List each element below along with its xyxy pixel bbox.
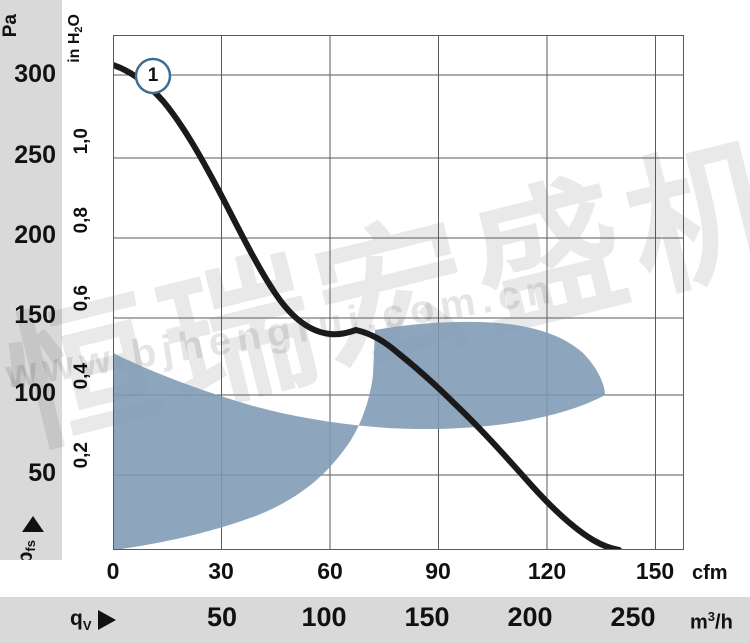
marker-1 bbox=[134, 57, 172, 95]
inh2o-tick-1-0: 1,0 bbox=[71, 128, 92, 155]
cfm-tick-60: 60 bbox=[317, 558, 343, 584]
pfs-sub: fs bbox=[23, 540, 39, 552]
pa-tick-250: 250 bbox=[14, 141, 56, 169]
pa-tick-200: 200 bbox=[14, 221, 56, 249]
inh2o-tick-0-8: 0,8 bbox=[71, 207, 92, 234]
pressure-axis-arrow-icon bbox=[22, 516, 44, 532]
fan-curve-1 bbox=[113, 62, 622, 550]
pa-tick-50: 50 bbox=[28, 459, 56, 487]
inh2o-tick-0-4: 0,4 bbox=[71, 363, 92, 390]
inh2o-unit-base: in H bbox=[66, 32, 83, 63]
cfm-tick-150: 150 bbox=[635, 558, 675, 584]
m3h-unit-tail: /h bbox=[715, 611, 733, 634]
inh2o-tick-0-2: 0,2 bbox=[71, 442, 92, 469]
cfm-unit-label: cfm bbox=[692, 562, 728, 584]
cfm-tick-120: 120 bbox=[527, 558, 567, 584]
pa-tick-100: 100 bbox=[14, 379, 56, 407]
cfm-tick-0: 0 bbox=[106, 558, 120, 584]
m3h-tick-200: 200 bbox=[507, 602, 553, 632]
marker-1-label: 1 bbox=[147, 65, 159, 86]
inh2o-unit-sub: 2 bbox=[73, 26, 86, 33]
cfm-tick-30: 30 bbox=[208, 558, 234, 584]
chart-svg bbox=[113, 35, 684, 550]
pa-tick-150: 150 bbox=[14, 301, 56, 329]
plot-area: 恒瑞宏盛机电 www.bjhengrui.com.cn bbox=[0, 35, 750, 550]
pa-unit-label: Pa bbox=[0, 14, 21, 38]
m3h-axis-band: qV 50 100 150 200 250 m3/h bbox=[0, 597, 750, 643]
m3h-unit-base: m bbox=[690, 611, 708, 634]
flow-axis-name: qV bbox=[70, 607, 92, 633]
m3h-tick-50: 50 bbox=[206, 602, 238, 632]
qv-sub: V bbox=[82, 618, 92, 634]
m3h-unit-sup: 3 bbox=[707, 609, 716, 624]
cfm-axis-row: 0 30 60 90 120 150 cfm bbox=[0, 560, 750, 597]
pa-tick-300: 300 bbox=[14, 60, 56, 88]
m3h-tick-100: 100 bbox=[301, 602, 347, 632]
inh2o-axis-band bbox=[62, 0, 113, 597]
m3h-unit-label: m3/h bbox=[690, 609, 733, 635]
inh2o-unit-label: in H2O bbox=[66, 14, 85, 63]
flow-axis-arrow-icon bbox=[98, 610, 116, 630]
m3h-tick-250: 250 bbox=[610, 602, 656, 632]
cfm-tick-90: 90 bbox=[425, 558, 451, 584]
qv-base: q bbox=[70, 607, 83, 630]
m3h-tick-150: 150 bbox=[404, 602, 450, 632]
inh2o-unit-tail: O bbox=[66, 14, 83, 27]
inh2o-tick-0-6: 0,6 bbox=[71, 285, 92, 312]
pa-axis-band: Pa 300 250 200 150 100 50 pfs bbox=[0, 0, 62, 597]
operating-region-shape bbox=[113, 321, 605, 550]
